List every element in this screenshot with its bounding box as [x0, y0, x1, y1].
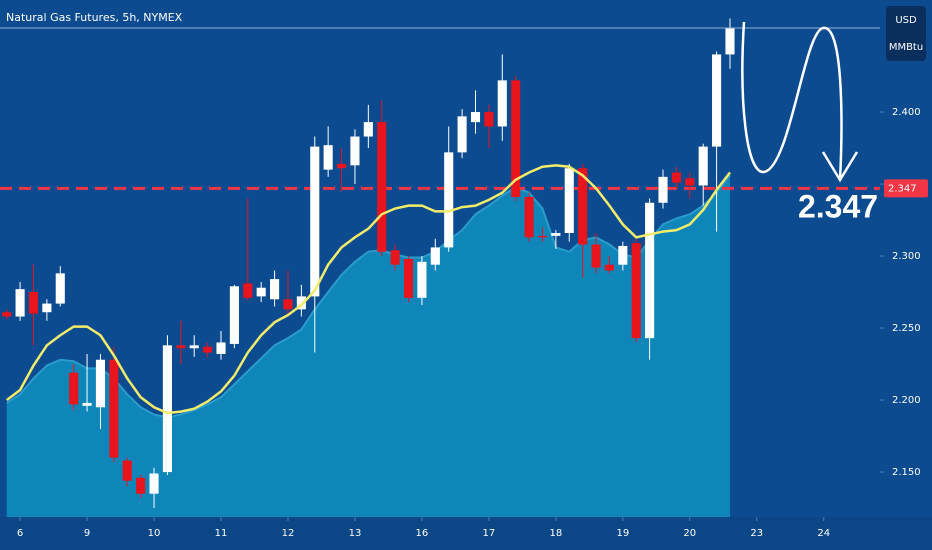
candle-body [229, 286, 239, 344]
chart-title: Natural Gas Futures, 5h, NYMEX [6, 11, 183, 24]
main-layer [0, 18, 880, 509]
candle-body [658, 176, 668, 203]
candle-body [162, 345, 172, 473]
x-tick-label: 16 [416, 528, 429, 539]
candle-body [336, 163, 347, 169]
y-tick-label: 2.300 [892, 251, 921, 262]
area-layer [6, 174, 731, 517]
area [6, 175, 730, 517]
x-tick-label: 17 [483, 528, 496, 539]
candle-body [390, 250, 400, 265]
y-tick-label: 2.150 [892, 467, 921, 478]
candle-body [403, 258, 414, 298]
candle-body [323, 145, 333, 170]
candle-body [604, 264, 614, 271]
x-tick-label: 13 [349, 528, 362, 539]
y-tick-label: 2.250 [892, 323, 921, 334]
candle-body [631, 243, 641, 339]
candle-body [350, 136, 360, 166]
candle-body [444, 152, 454, 248]
x-tick-label: 9 [84, 528, 90, 539]
candle-body [296, 296, 306, 310]
candle-body [15, 289, 25, 317]
candle-body [203, 346, 213, 353]
candle-body [591, 244, 601, 268]
candle-body [42, 303, 52, 313]
candle-body [122, 460, 132, 481]
candle-body [82, 402, 92, 406]
price-label: 2.347 [888, 183, 917, 194]
candle-body [95, 359, 106, 408]
candle-body [2, 312, 12, 317]
candle-body [698, 146, 708, 186]
x-tick-label: 19 [616, 528, 629, 539]
x-tick-label: 20 [683, 528, 696, 539]
candle-body [69, 372, 79, 405]
candle-body [189, 345, 199, 349]
candle-body [511, 80, 521, 198]
candle-body [283, 299, 293, 310]
x-tick-label: 23 [750, 528, 763, 539]
candle-body [363, 122, 373, 137]
x-tick-label: 11 [215, 528, 228, 539]
candle-body [28, 292, 39, 314]
x-tick-label: 10 [148, 528, 161, 539]
candle-body [725, 28, 735, 55]
candle-body [618, 245, 628, 265]
candle-body [430, 247, 440, 265]
candle-body [685, 178, 695, 186]
moving-average [5, 164, 731, 415]
candle-body [551, 233, 561, 236]
candle-body [645, 202, 655, 339]
candle-body [524, 197, 534, 238]
candle-body [256, 287, 266, 297]
candle-body [417, 261, 427, 298]
candle-body [136, 477, 146, 494]
candle-body [243, 283, 253, 298]
candle-body [497, 80, 507, 127]
y-tick-label: 2.200 [892, 395, 921, 406]
x-tick-label: 6 [17, 528, 23, 539]
candle-body [55, 273, 65, 304]
currency: USD [895, 15, 917, 26]
price-label-box [884, 179, 928, 198]
candle-body [149, 473, 159, 494]
candle-body [578, 168, 588, 245]
area-edge [6, 174, 731, 419]
candle-body [377, 122, 387, 252]
currency-box [886, 6, 926, 61]
x-tick-label: 12 [282, 528, 295, 539]
candle-body [109, 359, 119, 458]
candle-body [176, 345, 186, 349]
x-tick-label: 18 [549, 528, 562, 539]
candle-body [712, 54, 722, 147]
candle-body [457, 116, 467, 153]
candle-body [310, 146, 320, 297]
x-axis-strip [0, 517, 932, 550]
x-tick-label: 24 [817, 528, 830, 539]
unit: MMBtu [889, 42, 923, 53]
candle-body [484, 112, 494, 127]
candle-body [671, 172, 681, 183]
arrow-head [821, 151, 859, 183]
candle-body [537, 235, 548, 238]
candle-body [216, 342, 226, 354]
arrow-drawing [741, 21, 843, 181]
y-tick-label: 2.400 [892, 107, 921, 118]
candle-body [470, 112, 481, 123]
annotation: 2.347 [798, 188, 878, 224]
candle-body [564, 168, 574, 234]
candle-body [270, 279, 280, 300]
